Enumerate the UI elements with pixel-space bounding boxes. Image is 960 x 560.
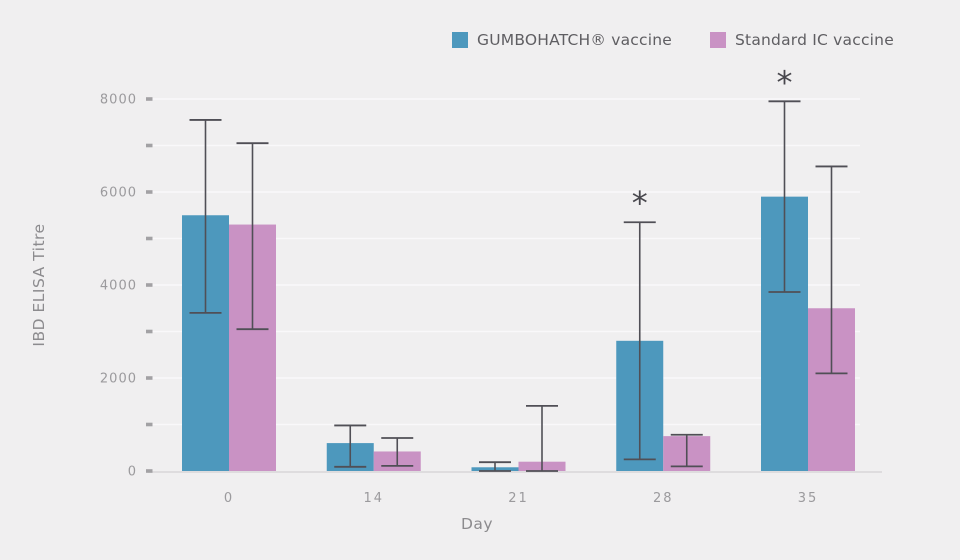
legend-item-standard-ic-vaccine: Standard IC vaccine bbox=[710, 31, 894, 49]
x-tick-label: 35 bbox=[798, 491, 819, 506]
legend-item-gumbohatch-vaccine: GUMBOHATCH® vaccine bbox=[452, 31, 672, 49]
x-tick-label: 0 bbox=[224, 491, 234, 506]
chart-legend: GUMBOHATCH® vaccine Standard IC vaccine bbox=[452, 31, 894, 49]
y-tick-mark bbox=[146, 97, 153, 101]
significance-asterisk-day-28: * bbox=[632, 184, 648, 222]
x-tick-label: 14 bbox=[363, 491, 384, 506]
y-tick-mark bbox=[146, 190, 153, 194]
legend-label-standard-ic-vaccine: Standard IC vaccine bbox=[735, 31, 894, 49]
y-tick-mark bbox=[146, 143, 153, 148]
legend-label-gumbohatch-vaccine: GUMBOHATCH® vaccine bbox=[477, 31, 672, 49]
y-tick-mark bbox=[146, 376, 153, 380]
y-tick-label: 8000 bbox=[100, 93, 137, 108]
x-tick-label: 28 bbox=[653, 491, 674, 506]
y-axis-title: IBD ELISA Titre bbox=[30, 223, 48, 346]
x-axis-title: Day bbox=[461, 515, 493, 533]
y-tick-label: 4000 bbox=[100, 279, 137, 294]
y-tick-mark bbox=[146, 283, 153, 287]
y-tick-mark bbox=[146, 422, 153, 427]
y-tick-mark bbox=[146, 236, 153, 241]
y-tick-label: 6000 bbox=[100, 186, 137, 201]
x-tick-label: 21 bbox=[508, 491, 529, 506]
y-tick-mark bbox=[146, 329, 153, 334]
pink-square-icon bbox=[710, 32, 726, 48]
y-tick-label: 2000 bbox=[100, 372, 137, 387]
blue-square-icon bbox=[452, 32, 468, 48]
significance-asterisk-day-35: * bbox=[777, 63, 793, 101]
y-tick-mark bbox=[146, 469, 153, 473]
y-tick-label: 0 bbox=[128, 465, 137, 480]
